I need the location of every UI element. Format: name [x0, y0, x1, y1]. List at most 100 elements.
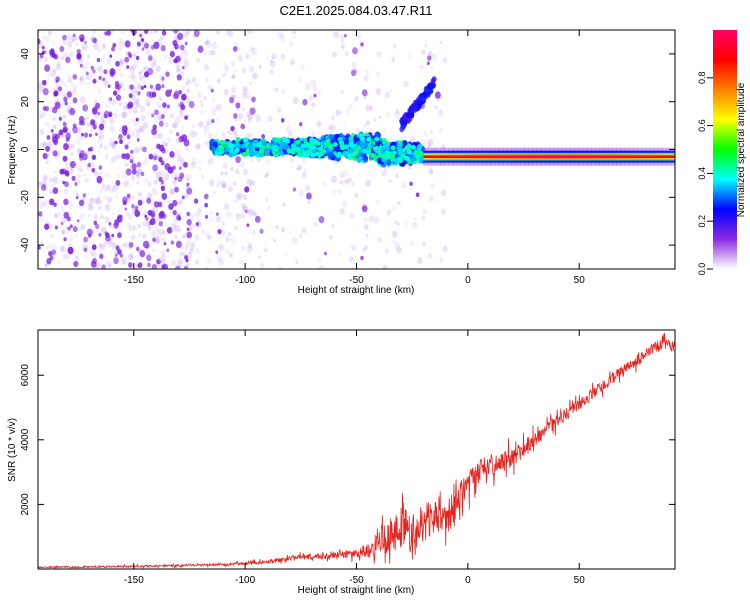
- spectrogram-noise-mark: [386, 208, 392, 216]
- spectrogram-carrier-segment: [461, 155, 466, 158]
- spectrogram-noise-mark: [161, 236, 167, 243]
- spectrogram-branch-mark: [409, 112, 415, 119]
- spectrogram-noise-mark: [158, 228, 165, 236]
- spectrogram-noise-mark: [224, 171, 228, 175]
- spectrogram-noise-mark: [259, 262, 265, 269]
- spectrogram-branch-mark: [416, 100, 422, 107]
- spectrogram-noise-mark: [222, 183, 227, 189]
- spectrogram-band-mark: [374, 140, 381, 148]
- spectrogram-noise-mark: [79, 75, 85, 82]
- spectrogram-carrier-segment: [544, 155, 550, 158]
- spectrogram-noise-mark: [188, 213, 194, 221]
- spectrogram-noise-mark: [74, 261, 79, 268]
- spectrogram-noise-mark: [106, 242, 112, 248]
- spectrogram-noise-mark: [124, 56, 130, 63]
- spectrogram-noise-mark: [111, 144, 116, 150]
- spectrogram-noise-mark: [221, 221, 225, 226]
- spectrogram-band-peak: [258, 149, 265, 155]
- spectrogram-noise-mark: [382, 265, 387, 269]
- spectrogram-noise-mark: [38, 30, 41, 34]
- spectrogram-noise-mark: [155, 256, 162, 264]
- spectrogram-noise-mark: [56, 61, 61, 67]
- spectrogram-noise-mark: [92, 37, 97, 44]
- spectrogram-noise-mark: [355, 69, 359, 74]
- spectrogram-noise-mark: [70, 160, 76, 169]
- spectrogram-noise-mark: [92, 124, 97, 130]
- spectrogram-noise-mark: [339, 208, 345, 215]
- spectrogram-noise-mark: [183, 161, 188, 168]
- spectrogram-noise-mark: [90, 119, 96, 126]
- spectrogram-noise-mark: [243, 118, 247, 123]
- spectrogram-noise-mark: [46, 135, 51, 140]
- spectrogram-noise-mark: [339, 33, 345, 40]
- spectrogram-noise-mark: [316, 121, 322, 128]
- spectrogram-noise-mark: [66, 33, 72, 40]
- spectrogram-noise-mark: [404, 220, 409, 226]
- spectrogram-noise-mark: [130, 234, 136, 241]
- spectrogram-noise-mark: [199, 99, 203, 104]
- spectrogram-noise-mark: [375, 87, 382, 96]
- spectrogram-carrier-segment: [456, 155, 462, 158]
- spectrogram-noise-mark: [245, 54, 249, 60]
- spectrogram-band-peak: [247, 143, 253, 149]
- spectrogram-noise-mark: [217, 30, 220, 35]
- spectrogram-noise-mark: [161, 264, 165, 269]
- spectrogram-noise-mark: [176, 74, 182, 81]
- spectrogram-noise-mark: [202, 125, 208, 133]
- spectrogram-noise-mark: [181, 252, 185, 256]
- spectrogram-noise-mark: [244, 186, 250, 193]
- spectrogram-noise-mark: [173, 59, 176, 63]
- spectrogram-noise-mark: [131, 175, 136, 181]
- spectrogram-x-tick-label: 0: [465, 275, 471, 286]
- spectrogram-noise-mark: [216, 183, 220, 188]
- spectrogram-noise-mark: [145, 242, 151, 249]
- spectrogram-noise-mark: [131, 195, 136, 200]
- spectrogram-noise-mark: [144, 71, 150, 78]
- spectrogram-noise-mark: [91, 167, 96, 173]
- spectrogram-noise-mark: [351, 61, 357, 68]
- spectrogram-carrier-segment: [662, 155, 668, 158]
- spectrogram-noise-mark: [156, 216, 161, 222]
- spectrogram-noise-mark: [51, 244, 58, 253]
- spectrogram-noise-mark: [236, 193, 242, 201]
- spectrogram-noise-mark: [159, 249, 166, 257]
- spectrogram-noise-mark: [137, 199, 143, 206]
- spectrogram-noise-mark: [49, 189, 54, 195]
- spectrogram-noise-mark: [127, 213, 133, 221]
- spectrogram-band-peak: [256, 142, 262, 148]
- spectrogram-noise-mark: [125, 129, 131, 136]
- spectrogram-noise-mark: [119, 30, 123, 33]
- spectrogram-noise-mark: [139, 250, 146, 258]
- spectrogram-noise-mark: [281, 227, 286, 233]
- spectrogram-noise-mark: [172, 165, 176, 170]
- spectrogram-noise-mark: [111, 233, 115, 238]
- spectrogram-noise-mark: [151, 263, 158, 269]
- spectrogram-noise-mark: [78, 115, 85, 123]
- spectrogram-noise-mark: [251, 96, 256, 103]
- spectrogram-noise-mark: [205, 232, 211, 239]
- spectrogram-carrier-segment: [561, 155, 567, 158]
- spectrogram-noise-mark: [38, 245, 41, 250]
- spectrogram-noise-mark: [105, 153, 110, 158]
- spectrogram-noise-mark: [347, 177, 352, 183]
- spectrogram-noise-mark: [394, 219, 398, 224]
- spectrogram-noise-mark: [92, 78, 97, 84]
- spectrogram-noise-mark: [155, 235, 159, 241]
- spectrogram-noise-mark: [142, 74, 145, 78]
- spectrogram-noise-mark: [117, 45, 122, 51]
- spectrogram-noise-mark: [339, 180, 344, 185]
- spectrogram-noise-mark: [98, 232, 102, 237]
- spectrogram-noise-mark: [186, 78, 191, 85]
- spectrogram-noise-mark: [116, 215, 123, 223]
- spectrogram-noise-mark: [74, 233, 79, 239]
- spectrogram-noise-mark: [52, 41, 56, 46]
- spectrogram-noise-mark: [231, 73, 236, 79]
- spectrogram-noise-mark: [438, 174, 442, 178]
- spectrogram-noise-mark: [284, 253, 288, 257]
- spectrogram-noise-mark: [227, 186, 233, 193]
- spectrogram-noise-mark: [247, 30, 253, 35]
- spectrogram-noise-mark: [197, 207, 203, 214]
- spectrogram-noise-mark: [350, 213, 354, 219]
- spectrogram-noise-mark: [194, 81, 200, 88]
